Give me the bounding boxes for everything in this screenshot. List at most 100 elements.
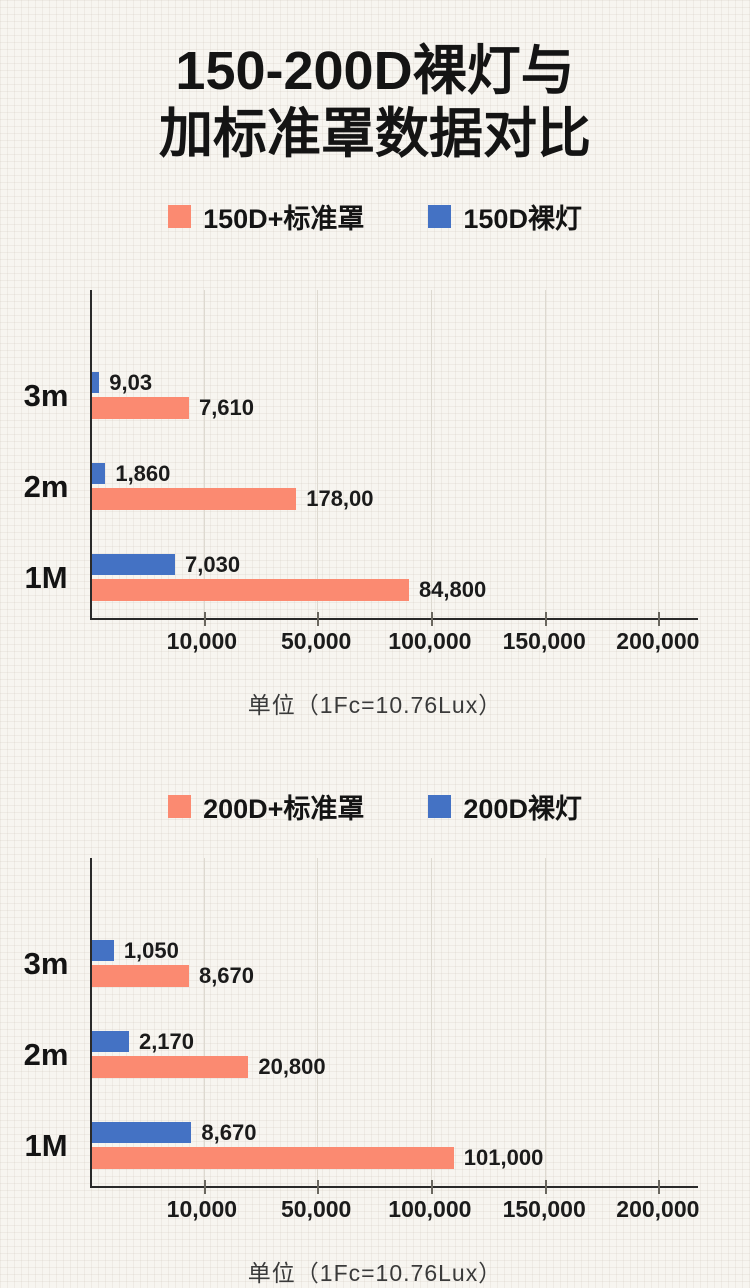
bar-line: 9,03 bbox=[92, 369, 698, 395]
bar-150d-softbox-1m bbox=[92, 579, 409, 601]
bar-group-1m: 1M 7,030 84,800 bbox=[24, 551, 698, 603]
bar-group-1m: 1M 8,670 101,000 bbox=[24, 1119, 698, 1171]
value-label: 8,670 bbox=[201, 1119, 257, 1145]
x-axis-labels-150d: 10,000 50,000 100,000 150,000 200,000 bbox=[90, 628, 700, 662]
axis-tick bbox=[658, 1180, 660, 1194]
bar-line: 178,00 bbox=[92, 486, 698, 511]
legend-item-200d-bare: 200D裸灯 bbox=[428, 787, 582, 826]
x-tick-label: 50,000 bbox=[280, 628, 352, 654]
legend-item-200d-softbox: 200D+标准罩 bbox=[168, 787, 364, 826]
x-tick-label: 200,000 bbox=[616, 1196, 700, 1222]
axis-tick bbox=[544, 612, 547, 626]
gridline bbox=[430, 858, 432, 1186]
unit-note-150d: 单位（1Fc=10.76Lux） bbox=[247, 692, 503, 718]
value-label: 2,170 bbox=[138, 1028, 195, 1054]
bar-group-2m: 2m 2,170 20,800 bbox=[24, 1028, 698, 1080]
plot-area-200d: 3m 1,050 8,670 2m 2,170 20,800 bbox=[24, 858, 698, 1194]
salmon-swatch-icon bbox=[168, 794, 192, 818]
category-label: 3m bbox=[23, 377, 69, 413]
gridline bbox=[317, 858, 319, 1186]
gridline bbox=[658, 858, 659, 1186]
bar-group-3m: 3m 9,03 7,610 bbox=[24, 369, 698, 421]
value-label: 84,800 bbox=[418, 577, 487, 602]
page-title: 150-200D裸灯与 加标准罩数据对比 bbox=[0, 0, 750, 166]
value-label: 101,000 bbox=[463, 1145, 544, 1170]
bar-chart-200d: 3m 1,050 8,670 2m 2,170 20,800 bbox=[0, 858, 750, 1288]
bar-150d-bare-1m bbox=[92, 554, 176, 575]
value-label: 9,03 bbox=[109, 369, 153, 395]
bar-200d-softbox-1m bbox=[92, 1147, 454, 1169]
bar-line: 84,800 bbox=[92, 577, 698, 602]
bar-150d-bare-3m bbox=[92, 372, 100, 393]
legend-label: 200D裸灯 bbox=[463, 793, 582, 824]
x-tick-label: 100,000 bbox=[388, 628, 472, 654]
gridline bbox=[317, 290, 319, 618]
x-tick-label: 150,000 bbox=[502, 1196, 586, 1222]
x-tick-label: 150,000 bbox=[502, 628, 586, 654]
bar-group-2m: 2m 1,860 178,00 bbox=[24, 460, 698, 512]
page-title-line2: 加标准罩数据对比 bbox=[159, 104, 591, 164]
bar-200d-softbox-2m bbox=[92, 1056, 249, 1078]
gridline bbox=[203, 290, 205, 618]
x-tick-label: 100,000 bbox=[388, 1196, 472, 1222]
x-tick-label: 10,000 bbox=[166, 628, 238, 654]
salmon-swatch-icon bbox=[168, 204, 192, 228]
legend-item-150d-bare: 150D裸灯 bbox=[428, 197, 582, 236]
x-axis-labels-200d: 10,000 50,000 100,000 150,000 200,000 bbox=[90, 1196, 700, 1230]
value-label: 7,610 bbox=[198, 395, 255, 420]
plot-area-150d: 3m 9,03 7,610 2m 1,860 178,00 bbox=[24, 290, 698, 626]
page-title-line1: 150-200D裸灯与 bbox=[175, 41, 575, 101]
category-label: 2m bbox=[23, 468, 69, 504]
x-tick-label: 50,000 bbox=[280, 1196, 352, 1222]
gridline bbox=[430, 290, 432, 618]
axis-tick bbox=[317, 1180, 320, 1194]
legend-label: 200D+标准罩 bbox=[203, 793, 365, 824]
bar-line: 8,670 bbox=[92, 963, 698, 988]
category-label: 1M bbox=[24, 1127, 68, 1163]
bar-line: 101,000 bbox=[92, 1145, 698, 1170]
gridline bbox=[544, 290, 546, 618]
bar-line: 1,050 bbox=[92, 937, 698, 963]
bar-150d-softbox-2m bbox=[92, 488, 297, 510]
bar-200d-bare-1m bbox=[92, 1122, 192, 1143]
bar-200d-softbox-3m bbox=[92, 965, 189, 987]
axis-tick bbox=[203, 1180, 206, 1194]
value-label: 178,00 bbox=[306, 486, 374, 511]
category-label: 3m bbox=[23, 945, 69, 981]
blue-swatch-icon bbox=[428, 794, 452, 818]
unit-note-200d: 单位（1Fc=10.76Lux） bbox=[247, 1260, 503, 1286]
bar-line: 20,800 bbox=[92, 1054, 698, 1079]
bar-200d-bare-3m bbox=[92, 940, 114, 961]
value-label: 20,800 bbox=[258, 1054, 326, 1079]
x-tick-label: 10,000 bbox=[166, 1196, 238, 1222]
blue-swatch-icon bbox=[428, 204, 452, 228]
bar-chart-150d: 3m 9,03 7,610 2m 1,860 178,00 bbox=[0, 290, 750, 720]
value-label: 8,670 bbox=[198, 963, 255, 988]
bar-line: 1,860 bbox=[92, 460, 698, 486]
value-label: 7,030 bbox=[185, 551, 241, 577]
value-label: 1,050 bbox=[123, 937, 179, 963]
bar-line: 7,610 bbox=[92, 395, 698, 420]
legend-label: 150D+标准罩 bbox=[203, 203, 365, 234]
axis-tick bbox=[430, 1180, 433, 1194]
legend-item-150d-softbox: 150D+标准罩 bbox=[168, 197, 364, 236]
gridline bbox=[658, 290, 659, 618]
axis-tick bbox=[203, 612, 206, 626]
category-label: 1M bbox=[24, 559, 68, 595]
legend-200d: 200D+标准罩 200D裸灯 bbox=[0, 792, 750, 824]
bar-150d-softbox-3m bbox=[92, 397, 189, 419]
legend-label: 150D裸灯 bbox=[463, 203, 582, 234]
legend-150d: 150D+标准罩 150D裸灯 bbox=[0, 202, 750, 234]
axis-tick bbox=[658, 612, 660, 626]
gridline bbox=[544, 858, 546, 1186]
value-label: 1,860 bbox=[115, 460, 171, 486]
bar-group-3m: 3m 1,050 8,670 bbox=[24, 937, 698, 989]
bar-line: 2,170 bbox=[92, 1028, 698, 1054]
bar-200d-bare-2m bbox=[92, 1031, 129, 1052]
x-tick-label: 200,000 bbox=[616, 628, 700, 654]
category-label: 2m bbox=[23, 1036, 69, 1072]
axis-tick bbox=[430, 612, 433, 626]
bar-line: 8,670 bbox=[92, 1119, 698, 1145]
gridline bbox=[203, 858, 205, 1186]
bar-150d-bare-2m bbox=[92, 463, 106, 484]
